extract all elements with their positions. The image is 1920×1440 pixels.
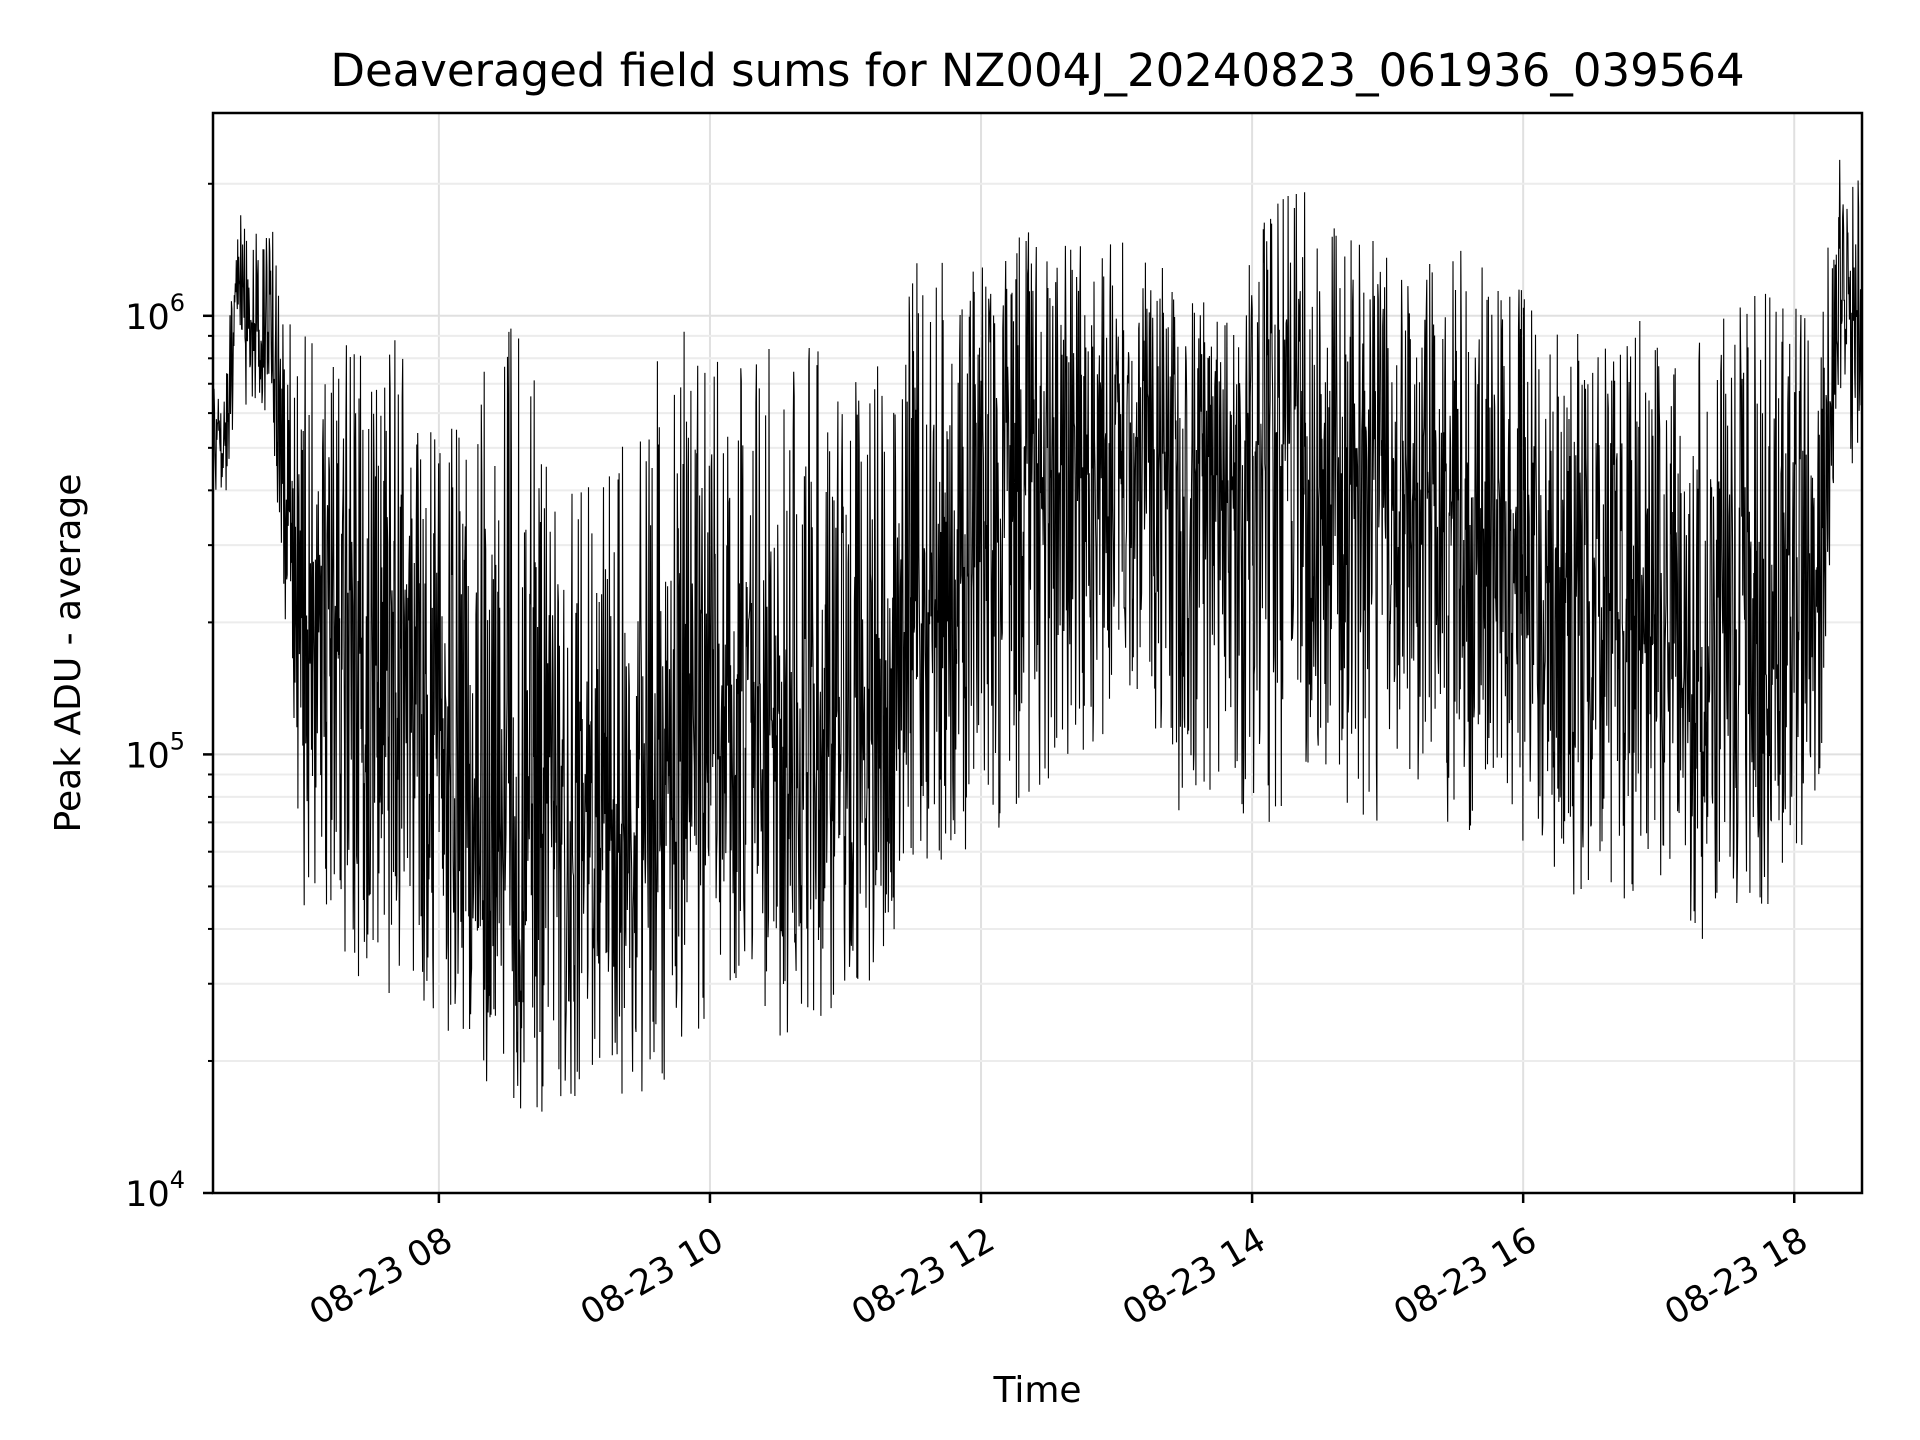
- x-axis-label: Time: [992, 1370, 1081, 1411]
- y-tick-label: 104: [125, 1166, 185, 1215]
- y-tick-label-base: 10: [125, 736, 170, 776]
- chart-title: Deaveraged field sums for NZ004J_2024082…: [330, 44, 1744, 97]
- y-tick-label-exponent: 6: [170, 289, 185, 317]
- data-series: [212, 159, 1863, 1112]
- y-tick-label: 105: [125, 727, 185, 776]
- y-tick-label-exponent: 5: [170, 727, 185, 755]
- y-tick-label: 106: [125, 289, 185, 338]
- y-tick-label-base: 10: [125, 1175, 170, 1215]
- y-axis-label: Peak ADU - average: [48, 474, 89, 833]
- series-line: [212, 159, 1863, 1112]
- y-tick-label-base: 10: [125, 298, 170, 338]
- plot-frame: [211, 111, 1864, 1195]
- y-tick-label-exponent: 4: [170, 1166, 185, 1194]
